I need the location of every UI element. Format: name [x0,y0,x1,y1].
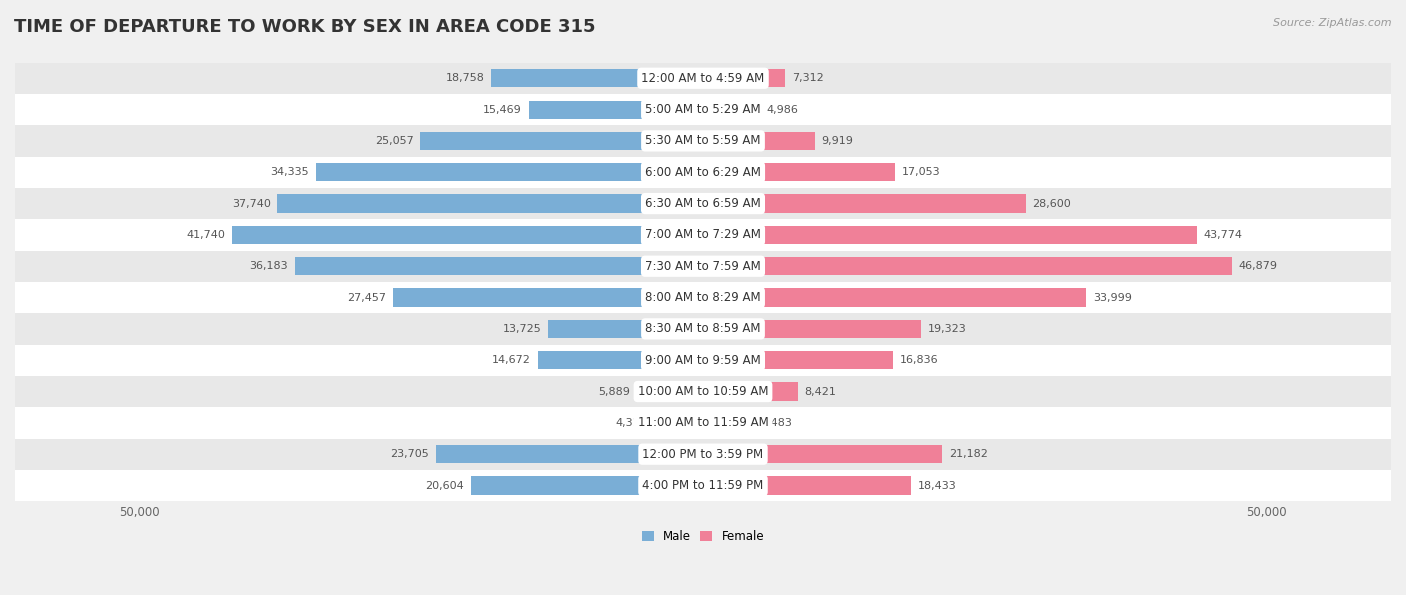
Text: 8:00 AM to 8:29 AM: 8:00 AM to 8:29 AM [645,291,761,304]
Bar [15,94,1391,126]
Text: 5,889: 5,889 [598,387,630,396]
Bar [316,163,703,181]
Legend: Male, Female: Male, Female [637,525,769,548]
Bar [492,69,703,87]
Text: 7:00 AM to 7:29 AM: 7:00 AM to 7:29 AM [645,228,761,242]
Bar [15,376,1391,407]
Bar [394,289,703,306]
Bar [15,250,1391,282]
Bar [703,351,893,369]
Bar [703,132,815,150]
Bar [703,477,911,494]
Bar [529,101,703,118]
Text: 4,318: 4,318 [616,418,648,428]
Bar [420,132,703,150]
Bar [15,188,1391,219]
Bar [15,126,1391,156]
Text: 4:00 PM to 11:59 PM: 4:00 PM to 11:59 PM [643,479,763,492]
Bar [471,477,703,494]
Text: 8,421: 8,421 [804,387,837,396]
Text: 5:00 AM to 5:29 AM: 5:00 AM to 5:29 AM [645,103,761,116]
Text: 13,725: 13,725 [503,324,541,334]
Text: 46,879: 46,879 [1239,261,1278,271]
Text: 43,774: 43,774 [1204,230,1243,240]
Text: 12:00 AM to 4:59 AM: 12:00 AM to 4:59 AM [641,72,765,84]
Bar [436,445,703,464]
Bar [703,289,1087,306]
Bar [15,282,1391,313]
Text: 8:30 AM to 8:59 AM: 8:30 AM to 8:59 AM [645,322,761,336]
Bar [15,470,1391,501]
Text: 34,335: 34,335 [270,167,309,177]
Text: 21,182: 21,182 [949,449,987,459]
Text: Source: ZipAtlas.com: Source: ZipAtlas.com [1274,18,1392,28]
Bar [548,320,703,338]
Text: 36,183: 36,183 [249,261,288,271]
Text: 18,433: 18,433 [918,481,956,490]
Bar [654,414,703,432]
Text: 11:00 AM to 11:59 AM: 11:00 AM to 11:59 AM [638,416,768,430]
Text: 4,483: 4,483 [761,418,792,428]
Bar [15,345,1391,376]
Text: 16,836: 16,836 [900,355,938,365]
Bar [15,313,1391,345]
Text: 19,323: 19,323 [928,324,966,334]
Text: 5:30 AM to 5:59 AM: 5:30 AM to 5:59 AM [645,134,761,148]
Bar [703,445,942,464]
Bar [703,195,1025,212]
Bar [703,414,754,432]
Bar [15,439,1391,470]
Text: 23,705: 23,705 [389,449,429,459]
Text: 17,053: 17,053 [903,167,941,177]
Text: 25,057: 25,057 [375,136,413,146]
Text: TIME OF DEPARTURE TO WORK BY SEX IN AREA CODE 315: TIME OF DEPARTURE TO WORK BY SEX IN AREA… [14,18,596,36]
Bar [637,383,703,400]
Text: 14,672: 14,672 [492,355,530,365]
Text: 15,469: 15,469 [484,105,522,115]
Bar [703,69,786,87]
Text: 10:00 AM to 10:59 AM: 10:00 AM to 10:59 AM [638,385,768,398]
Bar [15,407,1391,439]
Bar [703,163,896,181]
Text: 41,740: 41,740 [187,230,225,240]
Text: 20,604: 20,604 [425,481,464,490]
Bar [15,219,1391,250]
Bar [703,226,1197,244]
Text: 6:30 AM to 6:59 AM: 6:30 AM to 6:59 AM [645,197,761,210]
Bar [15,62,1391,94]
Text: 9:00 AM to 9:59 AM: 9:00 AM to 9:59 AM [645,353,761,367]
Bar [703,257,1232,275]
Text: 27,457: 27,457 [347,293,387,302]
Text: 7,312: 7,312 [792,73,824,83]
Text: 33,999: 33,999 [1094,293,1132,302]
Text: 18,758: 18,758 [446,73,485,83]
Text: 28,600: 28,600 [1032,199,1071,209]
Bar [15,156,1391,188]
Text: 37,740: 37,740 [232,199,270,209]
Text: 7:30 AM to 7:59 AM: 7:30 AM to 7:59 AM [645,260,761,273]
Bar [537,351,703,369]
Bar [703,101,759,118]
Bar [703,320,921,338]
Bar [277,195,703,212]
Bar [295,257,703,275]
Text: 12:00 PM to 3:59 PM: 12:00 PM to 3:59 PM [643,447,763,461]
Text: 6:00 AM to 6:29 AM: 6:00 AM to 6:29 AM [645,166,761,178]
Bar [703,383,799,400]
Bar [232,226,703,244]
Text: 9,919: 9,919 [821,136,853,146]
Text: 4,986: 4,986 [766,105,797,115]
